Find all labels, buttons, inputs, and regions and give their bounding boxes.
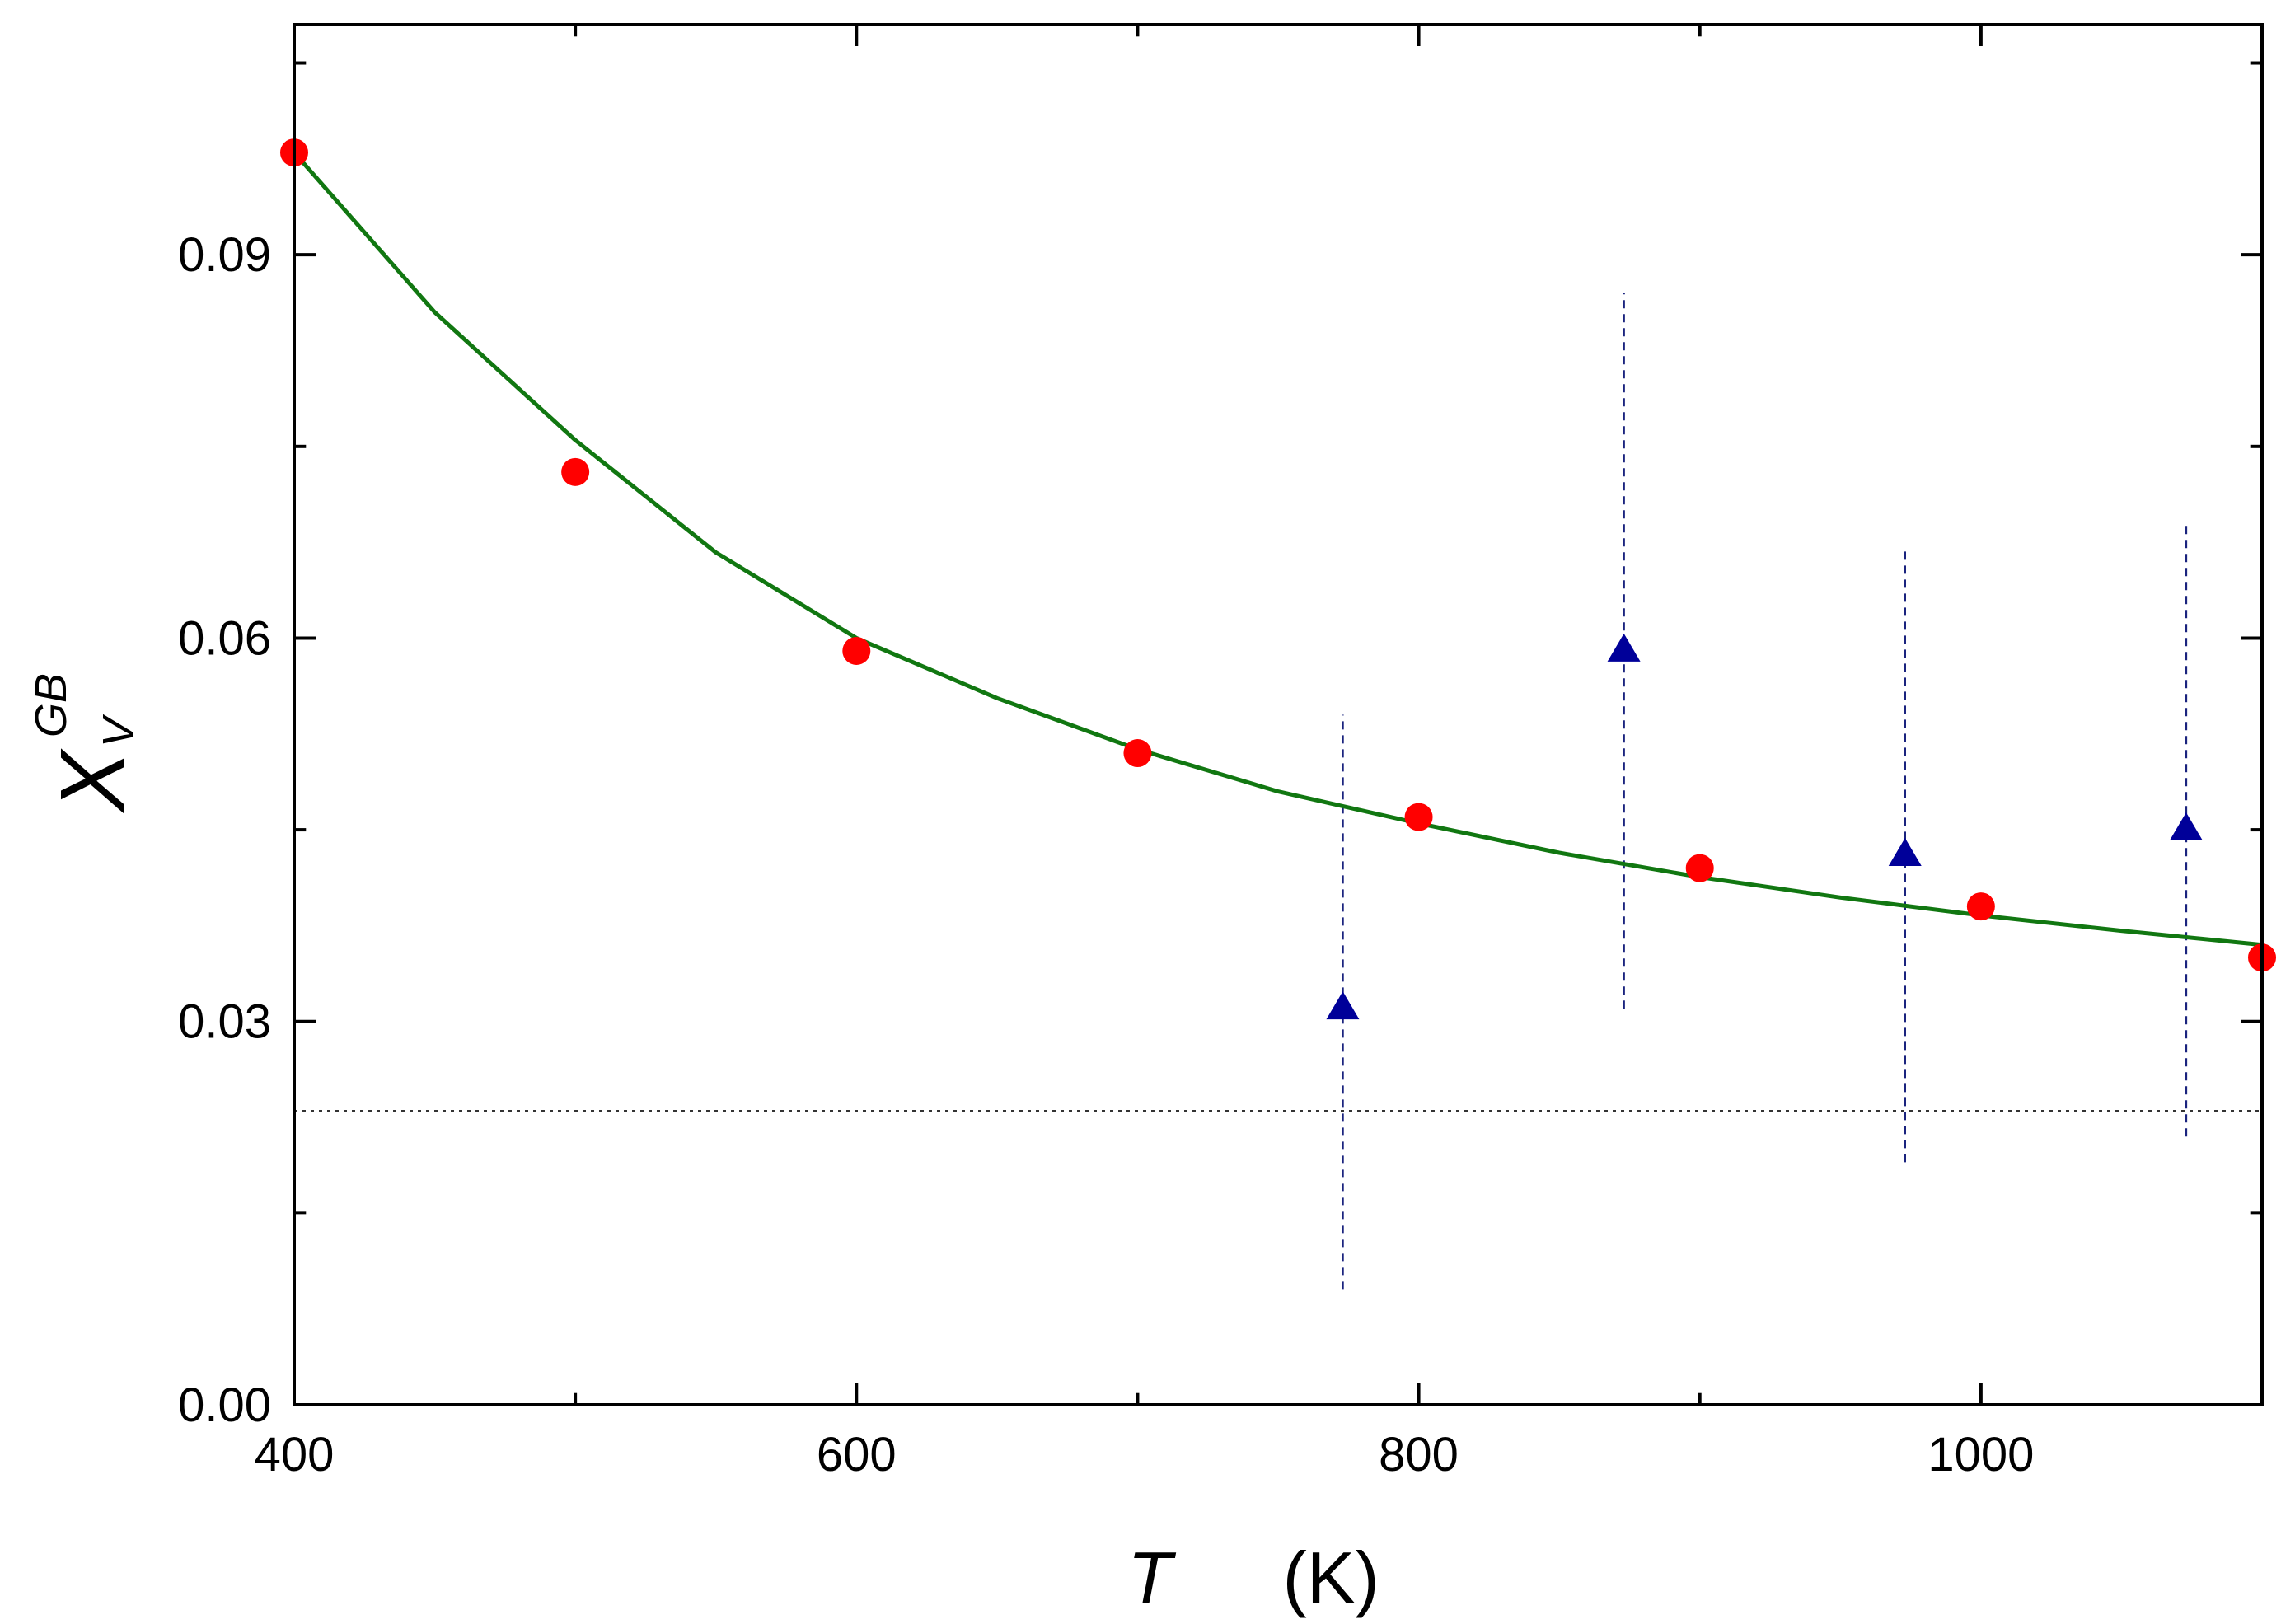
error-bars: [1342, 293, 2188, 1290]
y-axis-superscript: GB: [26, 673, 76, 737]
plot-frame: [293, 23, 2264, 1406]
x-axis-title: T (K): [1127, 1537, 1379, 1618]
y-axis-subscript: V: [94, 714, 143, 747]
x-tick-label: 400: [255, 1428, 335, 1481]
experiment-point: [1607, 633, 1641, 662]
y-tick-label: 0.09: [178, 228, 271, 282]
x-tick-label: 1000: [1927, 1428, 2034, 1481]
y-axis-title: X V GB: [26, 673, 143, 814]
y-tick-label: 0.00: [178, 1378, 271, 1432]
experiment-point: [2169, 812, 2203, 841]
simulation-point: [1404, 803, 1433, 831]
x-tick-label: 600: [817, 1428, 897, 1481]
x-axis-symbol: T: [1127, 1537, 1176, 1618]
tick-marks: [293, 25, 2264, 1406]
y-axis-symbol: X: [42, 748, 143, 814]
simulation-point: [1123, 739, 1152, 768]
experiment-point: [1888, 838, 1922, 867]
simulation-point: [1966, 892, 1995, 921]
fit-curve-layer: [293, 151, 2263, 948]
simulation-point: [1685, 854, 1714, 882]
simulation-point: [561, 457, 590, 486]
data-points: [280, 138, 2276, 1020]
experiment-point: [1326, 991, 1360, 1020]
x-tick-label: 800: [1379, 1428, 1459, 1481]
simulation-point: [842, 636, 871, 665]
y-tick-label: 0.06: [178, 611, 271, 665]
x-tick-labels: 400 600 800 1000: [255, 1428, 2035, 1481]
y-tick-label: 0.03: [178, 995, 271, 1049]
fit-curve: [293, 151, 2263, 948]
x-axis-unit: (K): [1282, 1537, 1379, 1618]
y-tick-labels: 0.00 0.03 0.06 0.09: [178, 228, 271, 1432]
